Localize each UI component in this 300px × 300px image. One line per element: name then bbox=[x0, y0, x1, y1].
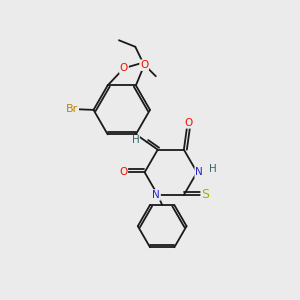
Text: H: H bbox=[132, 136, 140, 146]
Text: N: N bbox=[195, 167, 203, 177]
Text: O: O bbox=[120, 63, 128, 73]
Text: Br: Br bbox=[66, 104, 78, 114]
Text: O: O bbox=[119, 167, 128, 177]
Text: S: S bbox=[201, 188, 209, 201]
Text: O: O bbox=[140, 60, 148, 70]
Text: N: N bbox=[152, 190, 160, 200]
Text: O: O bbox=[184, 118, 193, 128]
Text: H: H bbox=[208, 164, 216, 174]
